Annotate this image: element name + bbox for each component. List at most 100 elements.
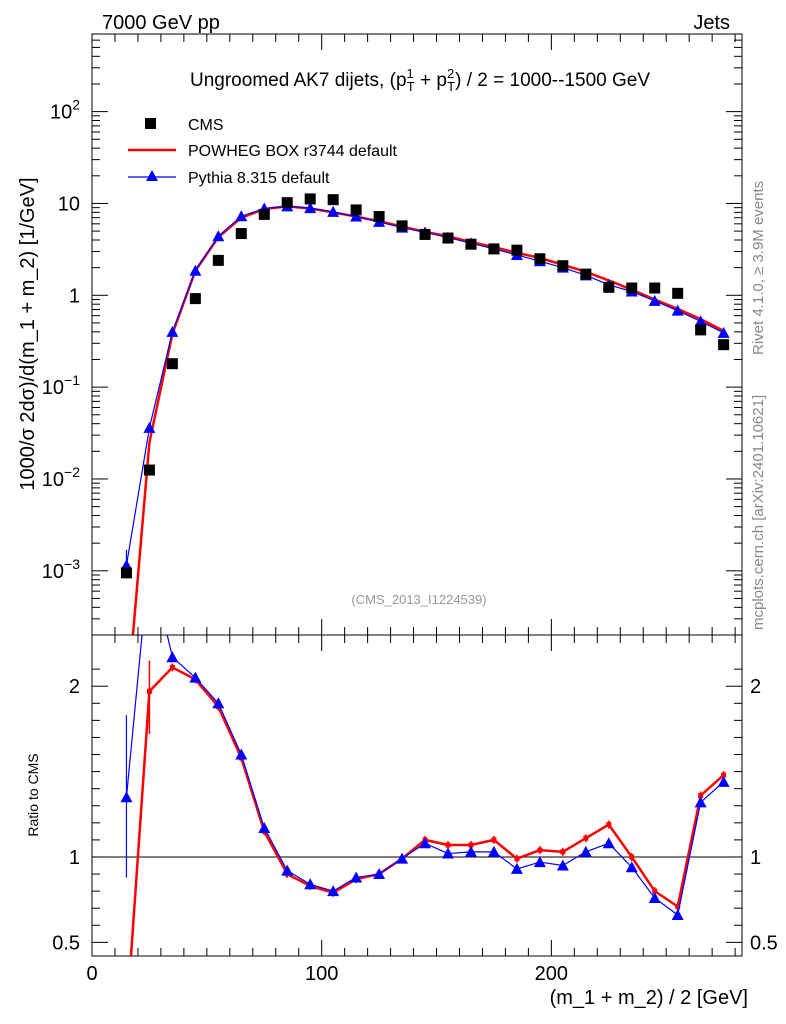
legend-pythia-label: Pythia 8.315 default — [188, 170, 330, 187]
pythia-point — [717, 326, 730, 338]
y-tick-label: 2 — [69, 676, 80, 698]
pythia-point — [304, 202, 317, 214]
cms-point — [235, 228, 247, 240]
x-tick-label: 0 — [86, 963, 97, 985]
cms-point — [488, 243, 500, 255]
cms-point — [718, 339, 730, 351]
cms-point — [327, 194, 339, 206]
powheg-ratio-point — [514, 856, 520, 862]
cms-point — [511, 244, 523, 256]
pythia-ratio-point — [464, 845, 477, 857]
pythia-ratio-point — [487, 845, 500, 857]
powheg-ratio-point — [491, 837, 497, 843]
pythia-ratio-point — [212, 697, 225, 709]
powheg-ratio-point — [652, 888, 658, 894]
pythia-ratio-point — [143, 552, 155, 563]
plot-title: Ungroomed AK7 dijets, (p1 T + p2 T) / 2 = … — [190, 66, 650, 94]
x-tick-label: 200 — [535, 963, 568, 985]
powheg-ratio-point — [583, 835, 589, 841]
y-tick-label: 1 — [69, 847, 80, 869]
pythia-ratio-point — [373, 868, 386, 880]
x-tick-label: 100 — [305, 963, 338, 985]
category-label: Jets — [693, 12, 730, 34]
cms-point — [166, 358, 178, 370]
pythia-point — [327, 205, 340, 217]
analysis-id-watermark: (CMS_2013_I1224539) — [351, 592, 486, 607]
cms-point — [120, 567, 132, 579]
powheg-ratio-point — [169, 664, 175, 670]
ratio-axis-ticks: 0 100 200 0.5 0.5 1 1 2 2 — [52, 635, 778, 985]
y-tick-label: 1 — [69, 285, 80, 307]
pythia-ratio-point — [533, 856, 546, 868]
pythia-ratio-point — [625, 861, 638, 873]
ratio-plot-panel: Ratio to CMS (m_1 + m_2) / 2 [GeV] 0 100 2… — [25, 552, 778, 1023]
legend-cms-marker — [145, 118, 156, 129]
cms-point — [695, 324, 707, 336]
cms-point — [649, 282, 661, 294]
pythia-ratio-point — [235, 748, 248, 760]
pythia-ratio-point — [166, 651, 179, 663]
ratio-frame — [91, 634, 743, 957]
pythia-ratio-point — [327, 885, 340, 897]
cms-point — [626, 282, 638, 294]
main-plot-panel: Ungroomed AK7 dijets, (p1 T + p2 T) / 2 = … — [17, 33, 743, 636]
process-label: 7000 GeV pp — [102, 12, 220, 34]
y-tick-label: 10−3 — [42, 556, 80, 583]
pythia-ratio-point — [579, 845, 592, 857]
pythia-point — [143, 421, 156, 433]
pythia-point — [189, 264, 202, 276]
y-tick-label: 0.5 — [750, 932, 778, 954]
legend-pythia-marker — [146, 170, 158, 181]
powheg-ratio-point — [124, 1018, 129, 1023]
ratio-series-clip — [120, 552, 730, 1023]
pythia-ratio-point — [281, 864, 294, 876]
pythia-ratio-point — [694, 796, 707, 808]
mcplots-credit: mcplots.cern.ch [arXiv:2401.10621] — [750, 395, 767, 630]
cms-point — [350, 204, 362, 216]
pythia-ratio-point — [602, 837, 615, 849]
main-y-axis-label: 1000/σ 2dσ)/d(m_1 + m_2) [1/GeV] — [17, 177, 39, 490]
pythia-ratio-point — [120, 791, 133, 803]
powheg-ratio-point — [721, 772, 727, 778]
pythia-ratio-point — [396, 852, 409, 864]
powheg-ratio-point — [698, 793, 704, 798]
cms-point — [281, 197, 293, 209]
pythia-ratio-point — [717, 775, 730, 787]
powheg-ratio-point — [629, 854, 635, 860]
legend-cms-label: CMS — [188, 117, 224, 134]
powheg-ratio-point — [537, 847, 543, 853]
cms-point — [143, 464, 155, 476]
powheg-ratio-point — [468, 842, 474, 848]
x-axis-label: (m_1 + m_2) / 2 [GeV] — [550, 987, 748, 1009]
pythia-point — [350, 210, 363, 222]
pythia-point — [212, 230, 225, 242]
pythia-point — [671, 304, 684, 316]
y-tick-label: 0.5 — [52, 932, 80, 954]
ratio-y-axis-label: Ratio to CMS — [25, 753, 41, 836]
powheg-ratio-point — [606, 822, 612, 828]
cms-point — [672, 287, 684, 299]
cms-point — [212, 254, 224, 266]
pythia-point — [694, 315, 707, 327]
cms-point — [557, 260, 569, 272]
pythia-ratio-point — [419, 837, 432, 849]
main-series-layer — [120, 193, 730, 635]
pythia-ratio-point — [258, 821, 271, 833]
y-tick-label: 10−1 — [42, 372, 80, 399]
cms-point — [304, 193, 316, 205]
rivet-version-label: Rivet 4.1.0, ≥ 3.9M events — [750, 181, 767, 355]
cms-point — [603, 281, 615, 293]
pythia-ratio-point — [350, 871, 363, 883]
cms-point — [396, 220, 408, 232]
cms-point — [373, 211, 385, 223]
y-tick-label: 10 — [58, 193, 80, 215]
y-tick-label: 102 — [50, 97, 80, 124]
legend: CMS POWHEG BOX r3744 default Pythia 8.31… — [128, 117, 398, 187]
main-series-clip — [120, 193, 730, 635]
pythia-ratio-point — [189, 671, 202, 683]
legend-powheg-label: POWHEG BOX r3744 default — [188, 143, 398, 160]
cms-point — [419, 228, 431, 240]
ratio-series-layer — [120, 552, 730, 1023]
pythia-ratio-point — [304, 878, 317, 890]
